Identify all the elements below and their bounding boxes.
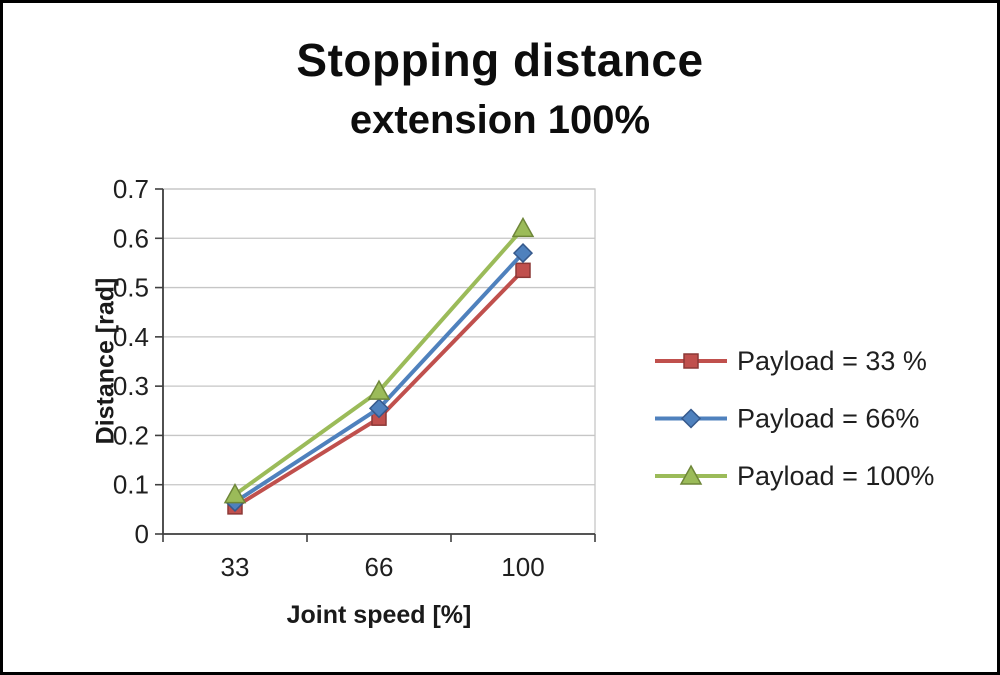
data-point-marker [367, 379, 391, 400]
data-point-marker [515, 262, 531, 279]
x-axis-title: Joint speed [%] [286, 601, 472, 629]
plot-border [162, 188, 596, 535]
x-tick-label: 100 [501, 552, 544, 582]
data-point-marker [223, 483, 247, 504]
data-point-marker [368, 398, 390, 419]
y-tick-label: 0.3 [113, 371, 149, 401]
y-tick-label: 0 [135, 519, 149, 549]
legend-marker [683, 353, 699, 369]
chart-title-line1: Stopping distance [296, 34, 704, 86]
series-line-2 [233, 227, 525, 497]
data-point-marker [512, 243, 534, 264]
y-tick-label: 0.5 [113, 273, 149, 303]
data-point-marker [511, 216, 535, 238]
y-tick-label: 0.6 [113, 223, 149, 253]
legend-label: Payload = 33 % [737, 346, 927, 376]
y-tick-label: 0.2 [113, 420, 149, 450]
y-tick-label: 0.7 [113, 174, 149, 204]
legend-marker [680, 408, 702, 429]
line-chart: 0 0.1 0.2 0.3 0.4 0.5 0.6 0.7 33 66 100 Payload = 3… [113, 174, 935, 582]
chart-title-line2: extension 100% [349, 98, 651, 142]
x-tick-label: 66 [365, 552, 394, 582]
y-tick-label: 0.1 [113, 470, 149, 500]
x-tick-label: 33 [221, 552, 250, 582]
legend-label: Payload = 66% [737, 404, 919, 434]
y-tick-label: 0.4 [113, 322, 149, 352]
legend-label: Payload = 100% [737, 461, 934, 491]
legend-marker [679, 464, 703, 485]
